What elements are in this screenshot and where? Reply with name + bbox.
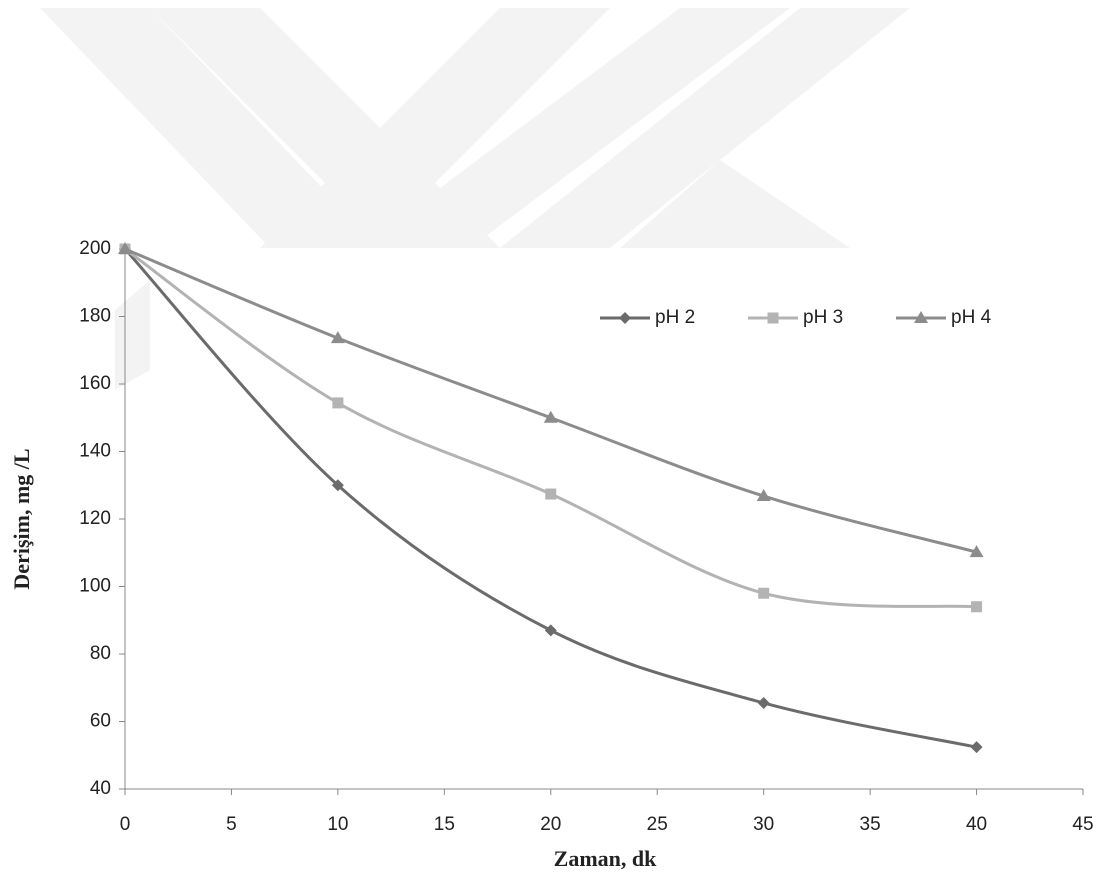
x-tick-label: 0 [120,814,131,835]
y-tick-label: 80 [90,643,111,664]
legend-label: pH 2 [655,307,695,328]
y-tick-label: 60 [90,711,111,732]
data-point [544,624,557,637]
watermark [40,8,910,390]
x-tick-label: 30 [753,814,774,835]
y-tick-label: 200 [79,238,111,259]
series-line [124,247,977,554]
legend-marker [767,312,779,324]
data-point [332,397,344,409]
data-point [971,601,983,613]
x-tick-label: 5 [226,814,237,835]
data-point [118,242,132,254]
x-tick-label: 10 [327,814,348,835]
y-tick-label: 120 [79,508,111,529]
series-line [123,247,977,749]
x-tick-label: 40 [966,814,987,835]
data-point [970,741,983,754]
y-tick-label: 40 [90,778,111,799]
x-tick-label: 20 [540,814,561,835]
y-axis-title: Derişim, mg /L [9,448,34,589]
legend-marker [914,311,928,323]
y-tick-label: 140 [79,441,111,462]
legend-label: pH 4 [951,307,992,328]
data-point [757,696,770,709]
data-point [969,545,984,558]
data-point [331,479,344,492]
y-tick-label: 160 [79,373,111,394]
data-point [330,331,345,344]
x-tick-label: 25 [647,814,668,835]
legend-marker [619,312,631,324]
y-tick-label: 180 [79,306,111,327]
x-axis-title: Zaman, dk [554,846,657,871]
x-tick-label: 45 [1072,814,1093,835]
data-point [545,488,557,500]
data-point [758,587,770,599]
data-point [756,489,771,502]
x-tick-label: 35 [860,814,881,835]
x-tick-label: 15 [434,814,455,835]
legend-label: pH 3 [803,307,843,328]
y-tick-label: 100 [79,576,111,597]
data-point [543,410,558,423]
